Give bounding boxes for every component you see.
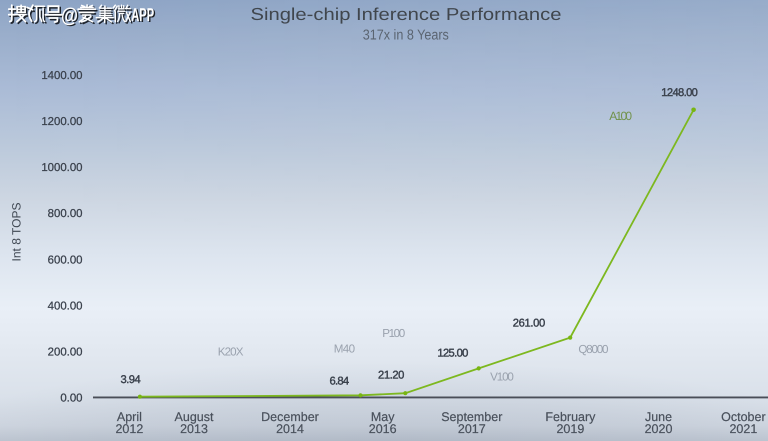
svg-text:APP: APP — [133, 5, 156, 26]
svg-text:1200.00: 1200.00 — [41, 116, 82, 128]
svg-text:APP: APP — [131, 4, 154, 25]
svg-text:April: April — [117, 410, 142, 424]
svg-text:2017: 2017 — [458, 422, 486, 436]
svg-text:Int 8 TOPS: Int 8 TOPS — [10, 203, 24, 262]
svg-text:21.20: 21.20 — [378, 370, 404, 382]
svg-text:A100: A100 — [609, 109, 632, 123]
svg-text:3.94: 3.94 — [121, 374, 141, 386]
svg-text:0.00: 0.00 — [60, 393, 82, 405]
svg-text:1400.00: 1400.00 — [41, 70, 82, 82]
svg-text:2019: 2019 — [556, 422, 584, 436]
svg-text:@: @ — [61, 4, 78, 27]
svg-text:Single-chip Inference Performa: Single-chip Inference Performance — [251, 4, 562, 24]
svg-text:1000.00: 1000.00 — [41, 162, 82, 174]
svg-text:September: September — [441, 410, 502, 424]
svg-text:261.00: 261.00 — [513, 318, 545, 330]
svg-text:6.84: 6.84 — [330, 376, 350, 388]
svg-text:August: August — [175, 410, 214, 424]
svg-text:2021: 2021 — [729, 422, 757, 436]
svg-text:V100: V100 — [490, 370, 514, 383]
svg-text:2013: 2013 — [180, 422, 208, 436]
svg-text:M40: M40 — [334, 343, 355, 356]
svg-text:February: February — [545, 410, 596, 424]
svg-text:1248.00: 1248.00 — [661, 87, 698, 99]
svg-text:317x in 8 Years: 317x in 8 Years — [363, 28, 449, 44]
svg-text:@: @ — [62, 5, 79, 28]
svg-text:2016: 2016 — [369, 422, 397, 436]
svg-text:June: June — [645, 410, 672, 424]
svg-text:125.00: 125.00 — [437, 348, 468, 360]
svg-text:600.00: 600.00 — [48, 254, 83, 266]
svg-text:2020: 2020 — [645, 422, 673, 436]
svg-text:Q8000: Q8000 — [578, 343, 608, 356]
svg-text:2012: 2012 — [115, 422, 143, 436]
svg-text:200.00: 200.00 — [48, 347, 83, 359]
svg-text:2014: 2014 — [276, 422, 304, 436]
svg-text:K20X: K20X — [218, 345, 244, 358]
svg-text:P100: P100 — [382, 327, 405, 340]
svg-text:May: May — [371, 410, 395, 424]
svg-text:800.00: 800.00 — [48, 208, 83, 220]
svg-text:October: October — [721, 410, 765, 424]
svg-text:December: December — [261, 410, 319, 424]
svg-text:400.00: 400.00 — [48, 300, 83, 312]
